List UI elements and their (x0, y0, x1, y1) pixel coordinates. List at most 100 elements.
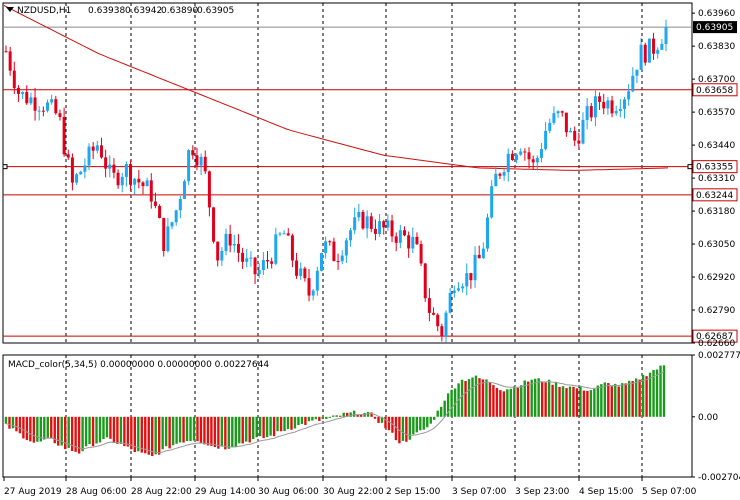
candle-body (494, 173, 498, 187)
candle-body (220, 250, 224, 261)
macd-bar (300, 416, 304, 424)
candle-body (344, 240, 348, 256)
macd-tick-label: 0.00 (698, 413, 718, 423)
macd-bar (446, 393, 450, 417)
candle-body (652, 38, 656, 54)
macd-bar (408, 416, 412, 440)
candle-body (278, 233, 282, 235)
price-tick-label: 0.62920 (698, 273, 735, 283)
macd-bar (499, 390, 502, 417)
level-handle-right[interactable] (687, 164, 693, 170)
macd-bar (112, 416, 116, 443)
macd-bar (627, 380, 631, 417)
time-tick-label: 4 Sep 15:00 (579, 487, 634, 497)
macd-bar (168, 416, 171, 449)
macd-bar (572, 386, 575, 417)
candle-body (66, 154, 70, 158)
candle-body (241, 252, 245, 262)
macd-bar (276, 416, 279, 432)
macd-bar (436, 410, 439, 417)
macd-bar (342, 412, 345, 417)
candle-body (452, 290, 456, 294)
macd-bar (485, 379, 488, 417)
macd-bar (474, 375, 478, 417)
macd-bar (575, 388, 579, 417)
candle-body (369, 216, 373, 229)
candle-body (182, 181, 186, 199)
macd-bar (332, 415, 335, 417)
macd-bar (304, 416, 307, 425)
candle-body (423, 263, 427, 299)
price-level-label: 0.63658 (696, 86, 733, 96)
candle-body (465, 273, 469, 287)
macd-bar (533, 378, 537, 417)
candle-body (440, 326, 444, 337)
macd-bar (426, 416, 429, 428)
macd-bar (662, 365, 666, 417)
macd-bar (189, 416, 192, 442)
candle-body (353, 217, 357, 231)
candle-body (510, 153, 514, 160)
candle-body (531, 159, 535, 163)
macd-bar (147, 416, 150, 455)
candle-body (328, 241, 332, 243)
macd-bar (478, 378, 481, 417)
candle-body (8, 51, 12, 71)
macd-bar (269, 416, 272, 436)
price-axis: 0.63960 0.63830 0.63700 0.63570 0.63440 0.633… (692, 9, 735, 349)
candle-body (162, 217, 166, 252)
candle-body (585, 106, 589, 120)
macd-bar (81, 416, 84, 452)
candle-body (137, 178, 141, 183)
candle-body (29, 97, 33, 104)
candle-body (290, 235, 294, 261)
candle-body (166, 226, 170, 252)
candle-body (153, 201, 157, 206)
candle-body (124, 164, 128, 177)
macd-bar (384, 416, 387, 429)
candle-body (573, 130, 577, 141)
macd-bar (234, 416, 237, 447)
candle-body (373, 228, 377, 234)
candle-body (212, 207, 216, 242)
price-levels[interactable]: 0.63658 0.63355 0.63244 0.62687 0.63905 (2, 21, 738, 343)
macd-bar (530, 379, 533, 417)
macd-bar (15, 416, 18, 432)
candle-body (527, 152, 531, 160)
macd-bar (39, 416, 43, 442)
candle-body (303, 268, 307, 279)
candle-body (456, 288, 460, 291)
macd-bar (540, 381, 544, 417)
macd-bar (516, 387, 519, 417)
macd-bar (151, 416, 154, 457)
candle-body (70, 157, 74, 183)
level-handle-left[interactable] (2, 164, 8, 170)
macd-bar (67, 416, 70, 448)
macd-bar (415, 416, 419, 433)
macd-bar (495, 387, 499, 417)
current-price-label: 0.63905 (696, 23, 733, 33)
dropdown-triangle-icon[interactable] (6, 7, 14, 12)
candle-body (498, 173, 502, 176)
macd-bar (527, 381, 530, 417)
macd-bar (98, 416, 102, 443)
macd-bar (401, 416, 405, 441)
price-tick-label: 0.63440 (698, 141, 735, 151)
macd-bar (245, 416, 248, 442)
candle-body (16, 87, 20, 94)
macd-bar (74, 416, 77, 452)
macd-bar (57, 416, 60, 446)
candle-body (249, 257, 253, 259)
time-tick-label: 29 Aug 14:00 (195, 487, 256, 497)
candle-body (402, 230, 406, 236)
macd-bar (582, 390, 586, 417)
candle-body (12, 70, 16, 88)
macd-bar (70, 416, 74, 452)
macd-bar (339, 415, 342, 417)
candle-body (486, 217, 490, 249)
price-tick-label: 0.62790 (698, 306, 735, 316)
time-tick-label: 27 Aug 2019 (4, 487, 62, 497)
macd-bar (467, 379, 471, 417)
macd-bar (373, 416, 377, 419)
